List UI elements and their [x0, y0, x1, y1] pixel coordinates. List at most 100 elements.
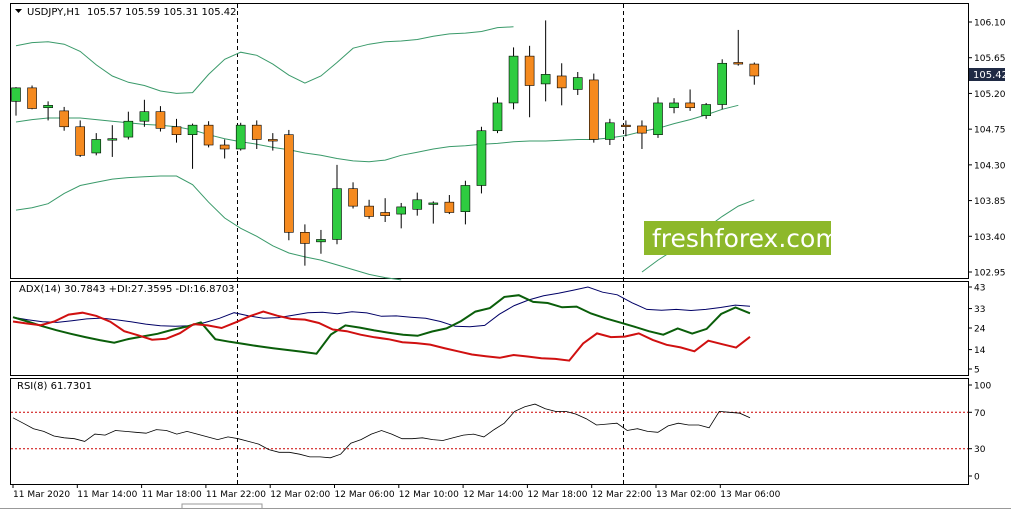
candle-body — [685, 102, 695, 109]
candle-body — [187, 124, 198, 135]
candle — [59, 106, 69, 131]
x-axis-tick-label: 13 Mar 02:00 — [656, 490, 716, 500]
candle-body — [139, 111, 150, 122]
candle-body — [332, 188, 342, 240]
candle — [75, 120, 85, 157]
candle — [123, 111, 134, 140]
candle-body — [621, 124, 631, 127]
candle — [284, 129, 294, 241]
candle — [43, 101, 53, 121]
ohlc-values: 105.57 105.59 105.31 105.42 — [87, 7, 237, 18]
rsi-series — [12, 403, 751, 459]
candle — [316, 229, 326, 254]
x-axis-tick-label: 12 Mar 10:00 — [399, 490, 459, 500]
candle-body — [251, 124, 262, 140]
x-axis-tick-label: 13 Mar 06:00 — [720, 490, 780, 500]
bollinger-upper — [15, 26, 514, 94]
x-axis-tick-label: 12 Mar 18:00 — [527, 490, 587, 500]
x-axis-tick-label: 11 Mar 18:00 — [142, 490, 202, 500]
candle-body — [492, 102, 503, 132]
candle-body — [476, 130, 487, 186]
adx-axis-tick-label: 14 — [974, 346, 986, 356]
candle-body — [556, 75, 567, 89]
candle — [685, 89, 695, 111]
candle-body — [348, 188, 358, 207]
candle — [572, 72, 583, 96]
bollinger-bands — [15, 26, 755, 281]
candle-body — [27, 87, 37, 109]
candle — [91, 133, 102, 156]
rsi-levels — [11, 411, 968, 450]
candle — [251, 120, 262, 149]
candle-body — [316, 239, 326, 243]
candle — [364, 199, 374, 219]
price-axis-tick-label: 106.10 — [974, 19, 1006, 29]
x-axis-tick-label: 12 Mar 14:00 — [463, 490, 523, 500]
candle — [187, 123, 198, 169]
x-axis-tick-label: 12 Mar 22:00 — [592, 490, 652, 500]
rsi-axis-tick-label: 70 — [974, 409, 986, 419]
candle-body — [749, 63, 760, 77]
candle — [428, 201, 439, 224]
candle-body — [11, 87, 21, 102]
candle-body — [155, 111, 166, 129]
candle — [171, 118, 182, 143]
candle-body — [107, 138, 118, 141]
candle — [556, 63, 567, 106]
candle — [492, 97, 503, 134]
price-axis-tick-label: 102.95 — [974, 269, 1006, 279]
candle — [653, 97, 663, 138]
candle — [621, 120, 631, 137]
candle-body — [396, 206, 407, 215]
price-axis-tick-label: 104.30 — [974, 161, 1006, 171]
candle-body — [572, 77, 583, 90]
candle — [588, 73, 599, 143]
candle-body — [380, 212, 390, 216]
adx-axis-tick-label: 33 — [974, 305, 985, 315]
candle — [139, 99, 150, 127]
candle — [107, 125, 118, 157]
candle — [332, 164, 342, 245]
current-price-tag-bg — [969, 68, 1005, 81]
candle-body — [43, 105, 53, 109]
rsi-header: RSI(8) 61.7301 — [17, 381, 92, 392]
candle-body — [717, 62, 728, 105]
candle-body — [267, 139, 278, 142]
dropdown-arrow-icon[interactable] — [15, 9, 22, 13]
rsi-line — [12, 403, 751, 459]
rsi-axis-tick-label: 30 — [974, 445, 986, 455]
price-axis-tick-label: 103.40 — [974, 233, 1006, 243]
price-axis-tick-label: 105.65 — [974, 54, 1006, 64]
candlesticks — [11, 20, 760, 266]
candle — [300, 224, 310, 266]
watermark-background — [644, 221, 831, 255]
symbol-timeframe: USDJPY,H1 — [27, 7, 80, 18]
candle-body — [203, 124, 214, 146]
x-axis-tick-label: 12 Mar 02:00 — [270, 490, 330, 500]
freshforex-watermark: freshforex.com — [644, 221, 840, 255]
price-axis-tick-label: 105.20 — [974, 90, 1006, 100]
candle-body — [701, 104, 711, 116]
candle — [348, 182, 358, 209]
bollinger-middle — [15, 104, 739, 163]
candle-body — [460, 185, 471, 212]
candle-body — [284, 134, 294, 233]
bottom-tab-strip — [0, 503, 1011, 509]
candle-body — [171, 126, 182, 135]
candle-body — [733, 62, 744, 65]
plus-di-line — [12, 294, 751, 355]
candle — [524, 45, 535, 118]
candle — [540, 20, 551, 102]
candle-body — [540, 74, 551, 85]
candle — [476, 126, 487, 194]
adx-axis-tick-label: 43 — [974, 284, 985, 294]
candle-body — [508, 55, 519, 104]
candle — [380, 198, 390, 222]
candle-body — [588, 79, 599, 140]
candle-body — [669, 102, 679, 109]
candle — [637, 120, 647, 149]
candle — [460, 180, 471, 225]
x-axis-tick-label: 11 Mar 14:00 — [77, 490, 137, 500]
candle-body — [428, 202, 439, 205]
